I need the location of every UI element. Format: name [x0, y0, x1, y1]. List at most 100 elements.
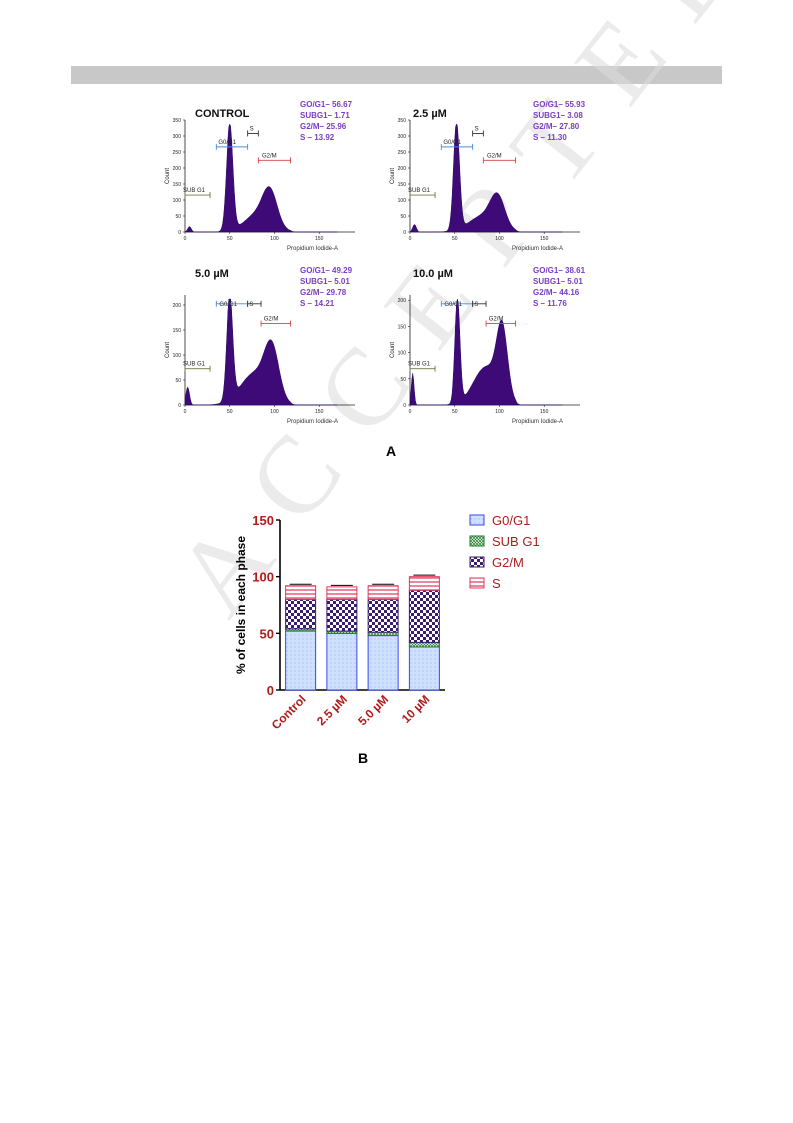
gate-label: S: [250, 126, 254, 132]
y-tick-label: 0: [403, 230, 406, 236]
bar-segment: [367, 585, 399, 600]
y-tick-label: 50: [400, 377, 406, 383]
histogram-area: [184, 123, 338, 233]
histogram-title: 5.0 µM: [195, 268, 229, 280]
bar-segment: [285, 630, 317, 691]
x-axis-label: Propidium Iodide-A: [287, 419, 338, 425]
phase-stat: SUBG1– 1.71: [300, 111, 350, 120]
y-tick-label: 150: [173, 182, 182, 188]
y-tick-label: 0: [267, 683, 274, 698]
bar-segment: [408, 641, 440, 648]
phase-stat: SUBG1– 3.08: [533, 111, 583, 120]
x-tick-label: 10 µM: [399, 692, 433, 726]
y-tick-label: 350: [173, 118, 182, 124]
y-tick-label: 350: [398, 118, 407, 124]
y-tick-label: 300: [173, 134, 182, 140]
bar-segment: [408, 589, 440, 643]
x-tick-label: 0: [409, 236, 412, 242]
y-tick-label: 100: [398, 198, 407, 204]
y-tick-label: 0: [178, 403, 181, 409]
bar-segment: [367, 631, 399, 637]
y-axis-label: % of cells in each phase: [234, 536, 248, 674]
stacked-bar-chart: 0 50 100 150 % of cells in each phase Control…: [234, 513, 540, 732]
phase-stat: GO/G1– 56.67: [300, 100, 353, 109]
y-axis-label: Count: [165, 168, 171, 184]
y-tick-label: 0: [178, 230, 181, 236]
y-tick-label: 200: [398, 298, 407, 304]
y-tick-label: 200: [173, 166, 182, 172]
header-bar: [71, 66, 722, 84]
y-tick-label: 200: [398, 166, 407, 172]
legend-swatch: [469, 556, 485, 568]
x-axis-label: Propidium Iodide-A: [512, 419, 563, 425]
x-tick-label: 0: [184, 409, 187, 415]
y-tick-label: 0: [403, 403, 406, 409]
histogram-area: [184, 298, 338, 406]
phase-stat: SUBG1– 5.01: [300, 277, 350, 286]
y-tick-label: 100: [398, 351, 407, 357]
gate-label: G0/G1: [218, 140, 236, 146]
bar-segment: [408, 646, 440, 691]
x-tick-label: 100: [270, 236, 279, 242]
gate-label: S: [475, 126, 479, 132]
x-tick-label: 50: [227, 409, 233, 415]
gate-label: G0/G1: [443, 140, 461, 146]
histogram-title: CONTROL: [195, 108, 250, 120]
gate-label: G2/M: [262, 153, 277, 159]
panel-a-label: A: [386, 443, 397, 459]
y-tick-label: 100: [173, 353, 182, 359]
y-axis-label: Count: [165, 342, 171, 358]
y-tick-label: 300: [398, 134, 407, 140]
phase-stat: GO/G1– 49.29: [300, 266, 353, 275]
y-tick-label: 150: [398, 182, 407, 188]
bar-segment: [326, 598, 358, 632]
x-tick-label: 100: [495, 236, 504, 242]
legend-swatch: [469, 514, 485, 526]
legend-label: G2/M: [492, 555, 524, 570]
y-axis-label: Count: [390, 342, 396, 358]
y-tick-label: 200: [173, 303, 182, 309]
x-tick-label: 150: [315, 409, 324, 415]
phase-stat: S – 11.30: [533, 133, 567, 142]
x-tick-label: 2.5 µM: [314, 692, 350, 728]
legend-swatch: [469, 577, 485, 589]
bar-segment: [285, 585, 317, 600]
x-tick-label: 50: [452, 409, 458, 415]
x-tick-label: 0: [409, 409, 412, 415]
gate-label: S: [474, 302, 478, 308]
x-tick-label: 100: [270, 409, 279, 415]
phase-stat: GO/G1– 55.93: [533, 100, 586, 109]
phase-stat: S – 11.76: [533, 299, 567, 308]
phase-stat: G2/M– 25.96: [300, 122, 347, 131]
y-tick-label: 100: [252, 570, 274, 585]
x-tick-label: 150: [315, 236, 324, 242]
x-tick-label: 150: [540, 236, 549, 242]
x-tick-label: 50: [227, 236, 233, 242]
phase-stat: GO/G1– 38.61: [533, 266, 586, 275]
legend-label: G0/G1: [492, 513, 530, 528]
gate-label: SUB G1: [408, 362, 431, 368]
phase-stat: S – 13.92: [300, 133, 335, 142]
gate-label: G0/G1: [444, 302, 462, 308]
y-tick-label: 150: [173, 328, 182, 334]
y-tick-label: 250: [398, 150, 407, 156]
legend-label: SUB G1: [492, 534, 540, 549]
histogram-title: 2.5 µM: [413, 108, 447, 120]
x-tick-label: Control: [269, 692, 309, 732]
y-tick-label: 150: [398, 324, 407, 330]
x-tick-label: 50: [452, 236, 458, 242]
gate-label: G2/M: [264, 317, 279, 323]
y-tick-label: 50: [175, 214, 181, 220]
legend-swatch: [469, 535, 485, 547]
phase-stat: SUBG1– 5.01: [533, 277, 583, 286]
y-tick-label: 100: [173, 198, 182, 204]
phase-stat: G2/M– 29.78: [300, 288, 347, 297]
bar-segment: [408, 576, 440, 591]
gate-label: SUB G1: [408, 188, 431, 194]
panel-b-label: B: [358, 750, 369, 766]
legend-label: S: [492, 576, 501, 591]
gate-label: G2/M: [487, 153, 502, 159]
y-tick-label: 250: [173, 150, 182, 156]
gate-label: S: [249, 302, 253, 308]
